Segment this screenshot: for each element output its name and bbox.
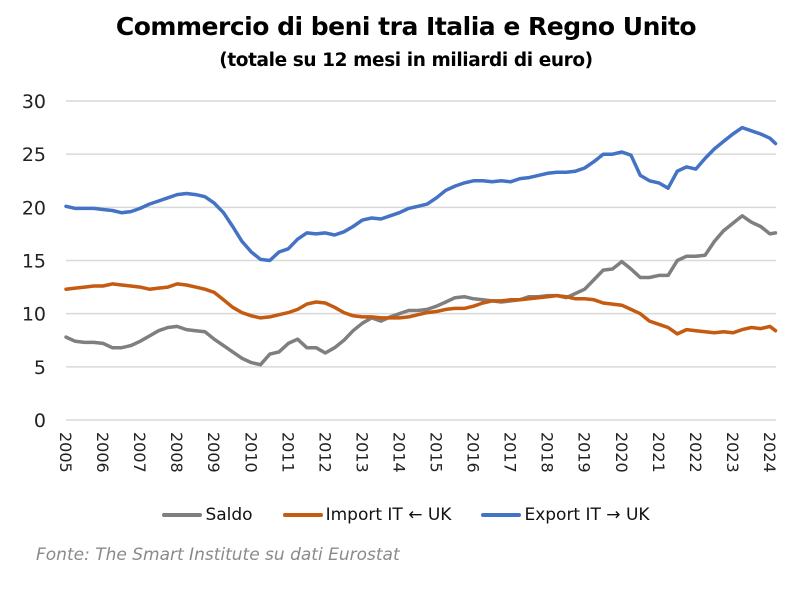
y-tick-label: 30: [22, 91, 46, 113]
y-tick-label: 25: [22, 144, 46, 166]
chart-title: Commercio di beni tra Italia e Regno Uni…: [115, 12, 697, 41]
x-tick-label: 2006: [93, 432, 112, 473]
y-tick-label: 20: [22, 197, 46, 219]
legend-item-import[interactable]: Import IT ← UK: [282, 505, 452, 525]
series-line-1: [64, 282, 778, 336]
x-tick-label: 2022: [686, 432, 705, 473]
x-tick-label: 2015: [427, 432, 446, 473]
x-tick-label: 2017: [501, 432, 520, 473]
x-tick-label: 2019: [575, 432, 594, 473]
x-tick-label: 2005: [56, 432, 75, 473]
source-note: Fonte: The Smart Institute su dati Euros…: [36, 545, 400, 565]
legend-swatch-import: [282, 513, 323, 517]
series-line-0: [64, 214, 778, 367]
legend-label-saldo: Saldo: [205, 505, 253, 525]
gridlines: [66, 100, 776, 421]
legend-label-import: Import IT ← UK: [325, 505, 452, 525]
x-tick-label: 2018: [538, 432, 557, 473]
legend: Saldo Import IT ← UK Export IT → UK: [0, 505, 812, 525]
x-tick-label: 2008: [167, 432, 186, 473]
x-tick-label: 2012: [315, 432, 334, 473]
series-lines: [64, 125, 778, 367]
x-tick-label: 2021: [649, 432, 668, 473]
legend-item-saldo[interactable]: Saldo: [162, 505, 253, 525]
x-tick-label: 2010: [241, 432, 260, 473]
y-tick-label: 10: [22, 304, 46, 326]
x-tick-label: 2023: [723, 432, 742, 473]
series-line-2: [64, 125, 778, 263]
legend-swatch-saldo: [162, 513, 203, 517]
x-tick-label: 2009: [204, 432, 223, 473]
legend-label-export: Export IT → UK: [524, 505, 650, 525]
x-axis-ticks: 2005 2006 2007 2008 2009 2010 2011 2012 2013 2014…: [56, 432, 779, 473]
x-tick-label: 2024: [760, 432, 779, 473]
x-tick-label: 2007: [130, 432, 149, 473]
x-tick-label: 2014: [389, 432, 408, 473]
y-tick-label: 0: [34, 410, 46, 432]
line-chart: 0 5 10 15 20 25 30 2005 2006 2007 2008 2009 2010 201…: [22, 91, 779, 473]
y-tick-label: 5: [34, 357, 46, 379]
y-tick-label: 15: [22, 251, 46, 273]
legend-item-export[interactable]: Export IT → UK: [481, 505, 650, 525]
x-tick-label: 2013: [352, 432, 371, 473]
chart-subtitle: (totale su 12 mesi in miliardi di euro): [219, 50, 593, 71]
legend-swatch-export: [481, 513, 522, 517]
y-axis-ticks: 0 5 10 15 20 25 30: [22, 91, 46, 432]
x-tick-label: 2011: [278, 432, 297, 473]
x-tick-label: 2016: [464, 432, 483, 473]
x-tick-label: 2020: [612, 432, 631, 473]
